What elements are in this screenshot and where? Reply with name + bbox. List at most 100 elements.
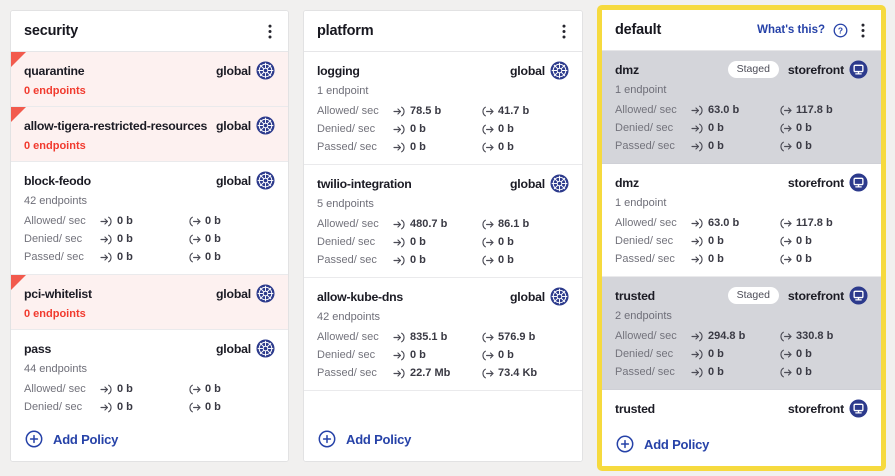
stat-egress: 73.4 Kb (481, 367, 537, 379)
endpoints-count: 1 endpoint (615, 84, 667, 96)
stat-ingress-value: 835.1 b (410, 331, 448, 343)
egress-arrow-icon (188, 216, 201, 227)
policy-name: pci-whitelist (24, 286, 92, 301)
stat-ingress-value: 294.8 b (708, 330, 746, 342)
stat-egress-value: 0 b (205, 401, 221, 413)
scope-label: global (509, 289, 545, 304)
stat-egress-value: 0 b (205, 251, 221, 263)
stat-egress-value: 0 b (498, 123, 514, 135)
stat-label: Denied/ sec (615, 235, 674, 247)
policy-card-block-feodo[interactable]: block-feodo global 42 endpoints Allowed/ se… (11, 162, 288, 275)
policy-card-quarantine[interactable]: quarantine global 0 endpoints (11, 52, 288, 107)
stat-egress-value: 0 b (796, 366, 812, 378)
policy-name: block-feodo (24, 173, 91, 188)
stat-ingress-value: 0 b (117, 233, 133, 245)
egress-arrow-icon (481, 255, 494, 266)
traffic-stat-row: Denied/ sec 0 b 0 b (615, 345, 868, 363)
stat-ingress-value: 0 b (708, 348, 724, 360)
traffic-stat-row: Passed/ sec 22.7 Mb 73.4 Kb (317, 364, 569, 382)
whats-this-link[interactable]: What's this? (757, 24, 825, 36)
policy-card-list: logging global 1 endpoint Allowed/ sec 78.5 … (304, 52, 582, 418)
policy-name: allow-tigera-restricted-resources (24, 118, 208, 133)
stat-label: Passed/ sec (317, 367, 377, 379)
alert-corner-flag (11, 275, 26, 290)
stat-egress-value: 73.4 Kb (498, 367, 538, 379)
column-menu-button[interactable] (265, 24, 275, 39)
stat-label: Passed/ sec (615, 253, 675, 265)
policy-card-pci-whitelist[interactable]: pci-whitelist global 0 endpoints (11, 275, 288, 330)
stat-egress-value: 0 b (205, 383, 221, 395)
stat-label: Allowed/ sec (317, 331, 379, 343)
policy-name: logging (317, 63, 360, 78)
column-menu-button[interactable] (858, 23, 868, 38)
namespace-scope-icon (849, 399, 868, 418)
stat-label: Denied/ sec (24, 401, 83, 413)
traffic-stat-row: Allowed/ sec 0 b 0 b (24, 380, 275, 398)
ingress-arrow-icon (393, 219, 406, 230)
policy-card-allow-tigera-restricted-resources[interactable]: allow-tigera-restricted-resources global 0… (11, 107, 288, 162)
endpoints-count: 0 endpoints (24, 85, 86, 97)
egress-arrow-icon (481, 350, 494, 361)
traffic-stat-row: Denied/ sec 0 b 0 b (615, 119, 868, 137)
policy-card-pass[interactable]: pass global 44 endpoints Allowed/ sec 0 b 0 b… (11, 330, 288, 418)
scope-label: global (215, 341, 251, 356)
ingress-arrow-icon (393, 142, 406, 153)
traffic-stats: Allowed/ sec 63.0 b 117.8 b Denied/ sec 0 b 0… (615, 214, 868, 268)
alert-corner-flag (11, 107, 26, 122)
stat-label: Passed/ sec (615, 140, 675, 152)
stat-ingress: 0 b (100, 401, 188, 413)
traffic-stats: Allowed/ sec 78.5 b 41.7 b Denied/ sec 0 b 0 … (317, 102, 569, 156)
column-menu-button[interactable] (559, 24, 569, 39)
staged-badge: Staged (727, 287, 779, 304)
add-policy-button[interactable]: Add Policy (11, 418, 288, 461)
policy-card-dmz[interactable]: dmz Staged storefront 1 endpoint Allowed/ se… (602, 51, 881, 164)
egress-arrow-icon (481, 124, 494, 135)
stat-ingress: 0 b (393, 141, 481, 153)
policy-card-twilio-integration[interactable]: twilio-integration global 5 endpoints Allow… (304, 165, 582, 278)
stat-ingress: 0 b (100, 233, 188, 245)
card-title-row: twilio-integration global (317, 174, 569, 193)
stat-ingress-value: 0 b (708, 122, 724, 134)
stat-label: Allowed/ sec (317, 218, 379, 230)
scope-label: global (215, 118, 251, 133)
stat-ingress: 0 b (691, 235, 779, 247)
stat-egress-value: 576.9 b (498, 331, 536, 343)
stat-ingress-value: 0 b (117, 215, 133, 227)
policy-card-trusted[interactable]: trusted storefront (602, 390, 881, 423)
stat-ingress-value: 480.7 b (410, 218, 448, 230)
stat-ingress-value: 22.7 Mb (410, 367, 451, 379)
policy-name: quarantine (24, 63, 85, 78)
stat-ingress-value: 0 b (117, 401, 133, 413)
add-policy-button[interactable]: Add Policy (304, 418, 582, 461)
policy-name: pass (24, 341, 52, 356)
stat-ingress: 0 b (393, 236, 481, 248)
policy-card-logging[interactable]: logging global 1 endpoint Allowed/ sec 78.5 … (304, 52, 582, 165)
policy-column-security: security quarantine global 0 endpoints allow… (10, 10, 289, 462)
ingress-arrow-icon (100, 402, 113, 413)
egress-arrow-icon (188, 402, 201, 413)
ingress-arrow-icon (691, 123, 704, 134)
scope-label: global (509, 63, 545, 78)
stat-egress-value: 0 b (796, 348, 812, 360)
stat-label: Denied/ sec (24, 233, 83, 245)
ingress-arrow-icon (100, 384, 113, 395)
stat-ingress-value: 63.0 b (708, 104, 740, 116)
add-policy-button[interactable]: Add Policy (602, 423, 881, 466)
stat-ingress: 0 b (393, 254, 481, 266)
stat-egress: 0 b (188, 215, 221, 227)
question-mark-icon[interactable]: ? (833, 23, 848, 38)
ingress-arrow-icon (691, 105, 704, 116)
stat-ingress: 78.5 b (393, 105, 481, 117)
endpoints-count: 1 endpoint (615, 197, 667, 209)
stat-egress-value: 86.1 b (498, 218, 530, 230)
policy-card-trusted[interactable]: trusted Staged storefront 2 endpoints Allowe… (602, 277, 881, 390)
stat-ingress-value: 0 b (410, 349, 426, 361)
stat-label: Passed/ sec (24, 251, 84, 263)
stat-ingress-value: 0 b (117, 383, 133, 395)
policy-card-dmz[interactable]: dmz storefront 1 endpoint Allowed/ sec 63.0 … (602, 164, 881, 277)
policy-column-default: default What's this?? dmz Staged storefront 1… (597, 5, 886, 471)
egress-arrow-icon (481, 142, 494, 153)
policy-card-allow-kube-dns[interactable]: allow-kube-dns global 42 endpoints Allowed/… (304, 278, 582, 391)
